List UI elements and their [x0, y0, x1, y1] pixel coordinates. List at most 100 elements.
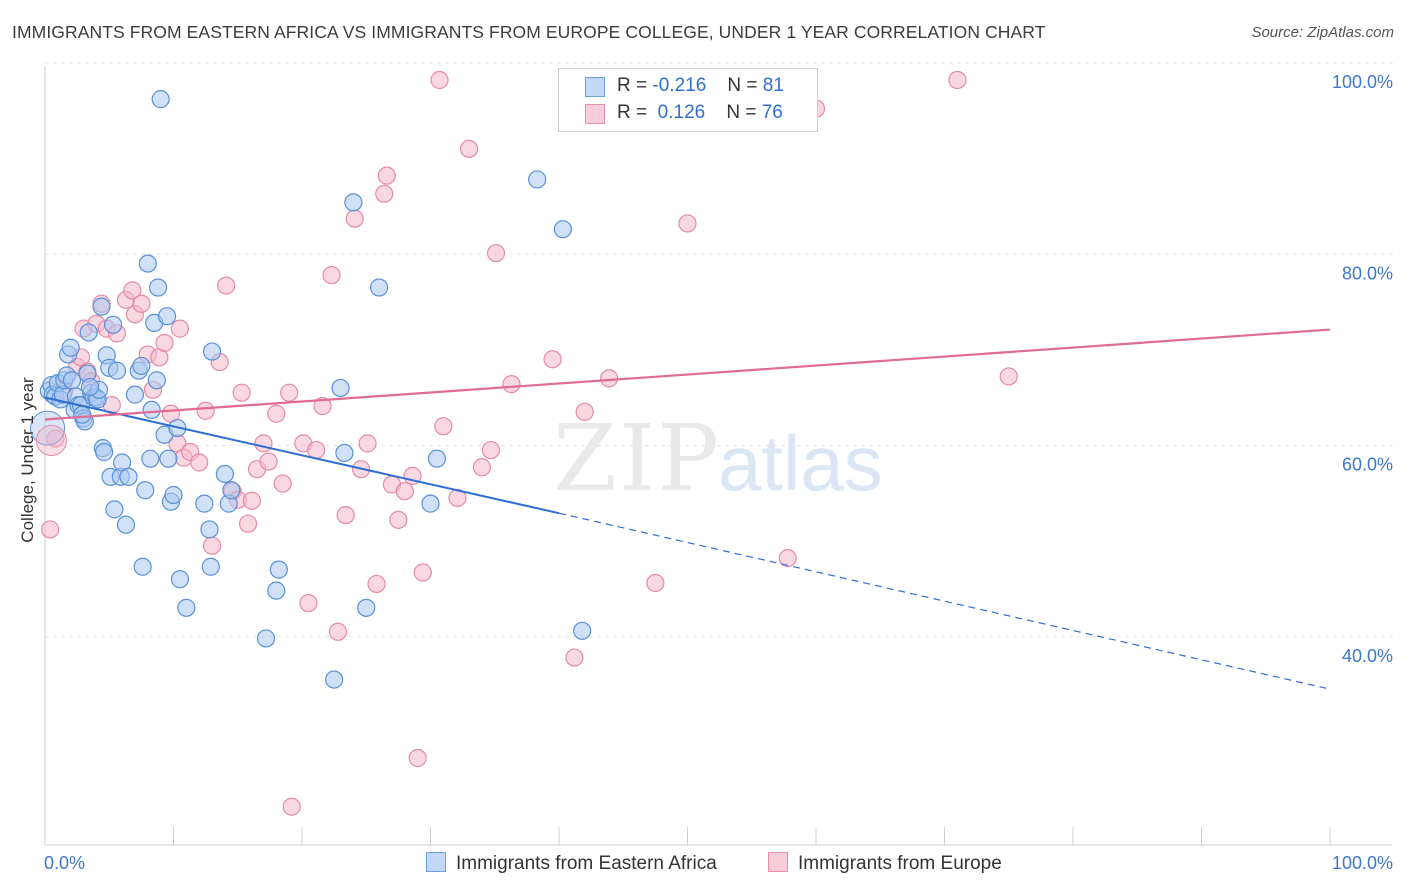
legend-n-value: 81	[762, 75, 784, 96]
point-europe	[299, 593, 318, 613]
point-eastern-africa	[177, 598, 196, 617]
y-axis-label: College, Under 1 year	[18, 377, 37, 543]
point-europe	[367, 574, 386, 594]
point-europe	[328, 622, 348, 641]
point-europe	[575, 402, 594, 421]
legend-n-value: 76	[761, 102, 783, 123]
point-europe	[217, 276, 236, 295]
point-europe	[600, 369, 619, 388]
point-eastern-africa	[170, 570, 190, 589]
point-eastern-africa	[357, 598, 376, 617]
point-europe	[313, 396, 332, 416]
point-europe	[282, 797, 301, 816]
legend-r-value: -0.216	[652, 75, 707, 96]
point-eastern-africa	[164, 485, 183, 505]
point-europe	[190, 453, 209, 472]
point-europe	[408, 748, 427, 768]
point-europe	[196, 401, 215, 420]
point-europe	[238, 514, 258, 533]
point-europe	[459, 139, 479, 158]
point-eastern-africa	[61, 338, 80, 357]
point-eastern-africa	[202, 342, 222, 361]
point-europe	[307, 440, 326, 460]
point-eastern-africa	[95, 442, 114, 462]
point-eastern-africa	[62, 371, 82, 390]
point-europe	[35, 425, 67, 457]
point-eastern-africa	[104, 315, 123, 334]
correlation-legend: R = -0.216 N = 81 R = 0.126 N = 76	[558, 68, 818, 132]
legend-r-label: R =	[617, 102, 648, 123]
point-eastern-africa	[553, 220, 572, 239]
legend-swatch-eastern-africa	[585, 77, 605, 97]
point-eastern-africa	[222, 481, 241, 500]
y-tick-label: 100.0%	[1332, 72, 1393, 92]
point-eastern-africa	[79, 323, 98, 342]
point-eastern-africa	[125, 385, 145, 404]
point-europe	[155, 333, 174, 353]
trend-line-eastern-africa	[44, 396, 560, 515]
legend-r-value: 0.126	[657, 102, 706, 123]
bottom-legend-swatch-europe	[768, 852, 788, 872]
tick-labels: 40.0% 60.0% 80.0% 100.0% 0.0% 100.0%	[44, 72, 1393, 873]
point-eastern-africa	[157, 307, 177, 326]
point-europe	[202, 536, 222, 555]
point-europe	[242, 491, 261, 510]
point-europe	[254, 434, 273, 453]
point-europe	[375, 184, 394, 203]
point-europe	[472, 458, 491, 477]
source-label: Source: ZipAtlas.com	[1251, 24, 1394, 41]
point-eastern-africa	[325, 670, 344, 689]
point-eastern-africa	[141, 449, 160, 468]
x-tick-label: 0.0%	[44, 853, 85, 873]
point-europe	[358, 434, 377, 453]
axes	[44, 66, 1392, 846]
point-eastern-africa	[528, 170, 547, 189]
legend-r-label: R =	[617, 75, 648, 96]
point-eastern-africa	[344, 193, 363, 212]
trend-line-europe	[44, 328, 1331, 421]
point-europe	[123, 281, 142, 300]
point-eastern-africa	[370, 278, 389, 297]
point-europe	[502, 374, 521, 394]
point-eastern-africa	[116, 515, 136, 534]
point-europe	[678, 214, 697, 233]
point-eastern-africa	[200, 520, 219, 539]
point-eastern-africa	[573, 621, 592, 640]
point-europe	[232, 383, 251, 402]
point-eastern-africa	[80, 377, 100, 397]
x-tick-label: 100.0%	[1332, 853, 1393, 873]
point-europe	[430, 70, 449, 90]
point-eastern-africa	[147, 371, 166, 390]
point-eastern-africa	[133, 557, 152, 576]
point-europe	[395, 482, 414, 501]
point-europe	[481, 440, 500, 460]
y-tick-label: 40.0%	[1342, 646, 1393, 666]
point-eastern-africa	[215, 464, 234, 484]
point-europe	[486, 243, 506, 263]
point-europe	[46, 429, 65, 448]
point-eastern-africa	[195, 494, 214, 513]
point-eastern-africa	[148, 278, 168, 297]
point-eastern-africa	[269, 560, 288, 579]
point-europe	[336, 505, 355, 525]
point-eastern-africa	[421, 494, 440, 513]
bottom-legend-eastern-africa: Immigrants from Eastern Africa	[426, 852, 717, 876]
point-eastern-africa	[138, 254, 157, 273]
legend-n-label: N =	[727, 75, 758, 96]
point-eastern-africa	[92, 297, 111, 316]
point-europe	[41, 520, 60, 539]
point-europe	[434, 417, 453, 436]
point-eastern-africa	[331, 378, 350, 398]
point-europe	[413, 563, 432, 582]
point-europe	[170, 319, 190, 338]
point-europe	[999, 367, 1018, 386]
point-europe	[565, 648, 584, 667]
point-eastern-africa	[136, 481, 155, 500]
point-eastern-africa	[107, 361, 127, 380]
bottom-legend-label-europe: Immigrants from Europe	[798, 853, 1002, 874]
legend-n-label: N =	[726, 102, 757, 123]
chart-title: IMMIGRANTS FROM EASTERN AFRICA VS IMMIGR…	[12, 22, 1046, 42]
point-eastern-africa	[142, 400, 161, 420]
point-europe	[273, 474, 292, 493]
